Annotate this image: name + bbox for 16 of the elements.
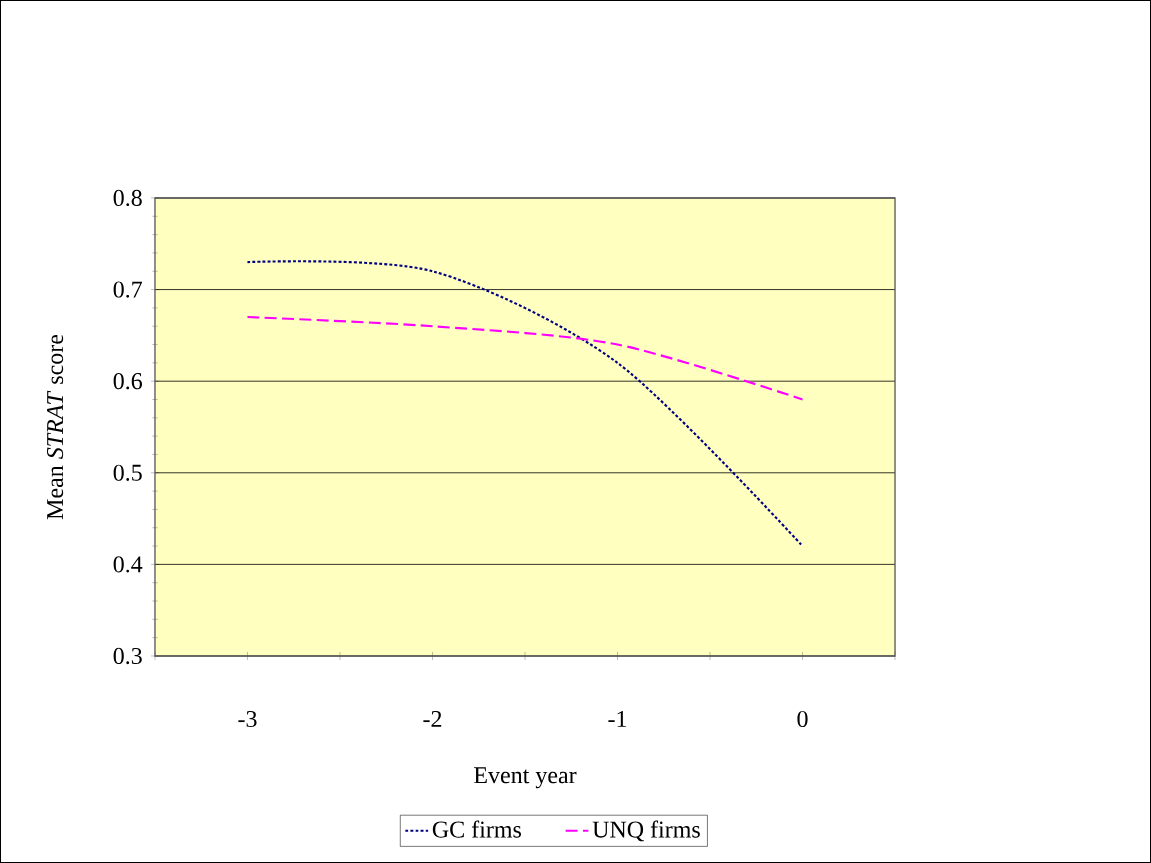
x-axis-title: Event year: [474, 767, 577, 789]
y-tick-label: 0.8: [113, 189, 142, 207]
line-series: [246, 260, 804, 548]
line-series: [246, 316, 804, 401]
y-tick-label: 0.3: [113, 647, 142, 665]
x-tick-label: 0: [797, 710, 808, 728]
y-tick-label: 0.5: [113, 464, 142, 481]
y-tick-label: 0.4: [113, 556, 143, 573]
legend-label: GC firms: [432, 820, 521, 838]
legend-label: UNQ firms: [592, 820, 700, 842]
x-tick-label: -1: [608, 710, 627, 727]
y-tick-label: 0.6: [113, 373, 142, 390]
x-tick-label: -3: [238, 710, 257, 728]
y-axis-title: Mean STRAT score: [47, 334, 64, 520]
x-tick-label: -2: [423, 710, 442, 727]
y-tick-label: 0.7: [113, 281, 143, 298]
